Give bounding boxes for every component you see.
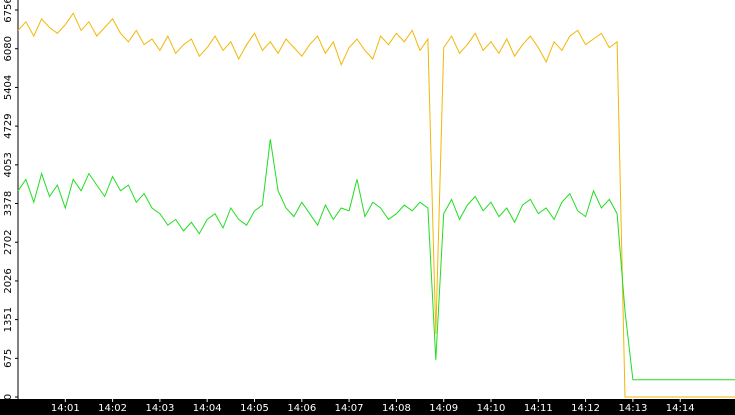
x-axis-band	[0, 399, 735, 415]
x-tick-label: 14:09	[429, 403, 458, 414]
x-tick-label: 14:12	[571, 403, 600, 414]
x-tick-label: 14:13	[618, 403, 647, 414]
x-tick-label: 14:02	[98, 403, 127, 414]
y-tick-label: 5404	[3, 75, 14, 100]
x-tick-label: 14:14	[666, 403, 695, 414]
x-tick-label: 14:05	[240, 403, 269, 414]
x-tick-label: 14:10	[477, 403, 506, 414]
x-tick-label: 14:04	[193, 403, 222, 414]
series-line	[17, 12, 735, 398]
y-tick-label: 6080	[3, 36, 14, 61]
y-tick-label: 6756	[3, 0, 14, 23]
y-tick-label: 1351	[3, 307, 14, 332]
y-tick-label: 0	[3, 394, 14, 400]
x-tick-label: 14:03	[145, 403, 174, 414]
x-tick-label: 14:07	[335, 403, 364, 414]
x-tick-label: 14:08	[382, 403, 411, 414]
y-tick-label: 2026	[3, 268, 14, 293]
y-tick-label: 675	[3, 349, 14, 368]
y-tick-label: 4729	[3, 113, 14, 138]
y-tick-label: 3378	[3, 191, 14, 216]
x-tick-label: 14:01	[51, 403, 80, 414]
series-line	[17, 139, 735, 381]
x-tick-label: 14:11	[524, 403, 553, 414]
y-tick-label: 4053	[3, 152, 14, 177]
x-tick-label: 14:06	[287, 403, 316, 414]
y-tick-label: 2702	[3, 229, 14, 254]
